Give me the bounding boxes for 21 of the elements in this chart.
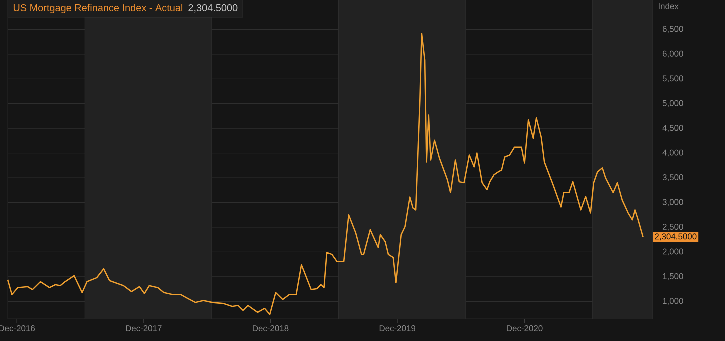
y-tick-label: 1,000 [663, 298, 684, 306]
x-tick-label: Dec-2018 [253, 326, 289, 332]
y-tick-label: 4,500 [662, 125, 684, 132]
chart-title: US Mortgage Refinance Index - Actual [14, 4, 183, 14]
x-tick-label: Dec-2019 [380, 326, 416, 332]
x-tick-label: Dec-2017 [126, 326, 162, 332]
y-tick-label: 3,500 [662, 174, 684, 182]
y-tick-label: 3,000 [662, 199, 684, 206]
x-tick-label: Dec-2020 [507, 326, 543, 332]
y-tick-label: 6,000 [662, 50, 684, 58]
text: 2,304.5000 [655, 234, 697, 241]
y-tick-label: 6,500 [662, 26, 684, 34]
y-tick-label: 5,000 [662, 100, 684, 108]
line-series [7, 32, 644, 316]
y-tick-label: 2,000 [662, 248, 684, 256]
y-tick-label: 5,500 [662, 76, 684, 83]
y-tick-label: 2,500 [662, 224, 684, 231]
y-tick-label: 4,000 [662, 150, 684, 157]
annotation: 2,304.5000 [188, 4, 238, 13]
y-axis-title: Index [658, 3, 679, 10]
y-tick-label: 1,500 [663, 273, 684, 280]
